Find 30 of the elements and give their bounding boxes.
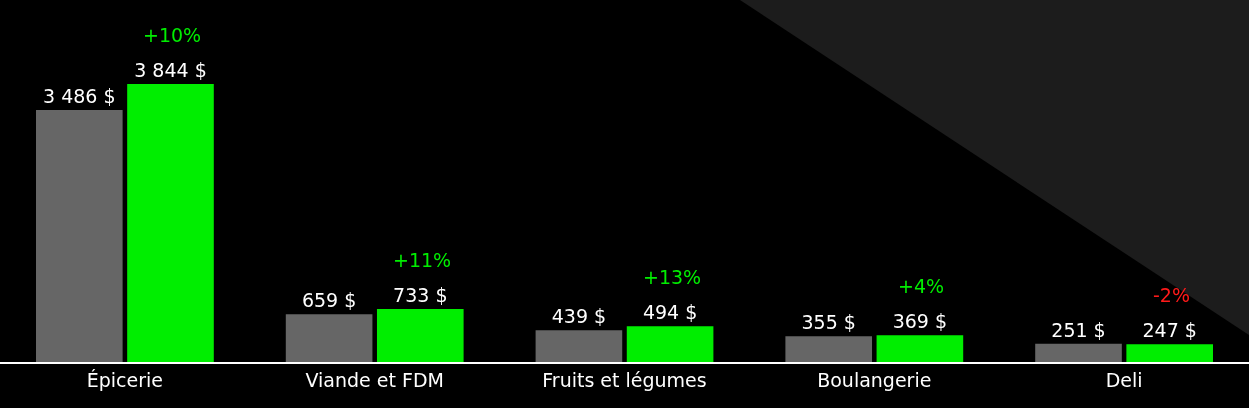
- data-label: 247 $: [1142, 319, 1197, 342]
- bar: [127, 84, 214, 362]
- bar: [876, 335, 964, 362]
- bar: [1035, 343, 1122, 362]
- annotation: +10%: [143, 24, 202, 46]
- data-label: 439 $: [551, 305, 607, 328]
- data-label: 3 844 $: [134, 59, 207, 81]
- data-label: 355 $: [801, 311, 856, 334]
- bar: [535, 330, 623, 362]
- annotation: +4%: [898, 275, 945, 297]
- x-tick-label: Viande et FDM: [305, 368, 444, 391]
- bar: [1126, 344, 1213, 362]
- annotation: +11%: [393, 249, 452, 271]
- bar: [36, 109, 123, 362]
- data-label: 3 486 $: [43, 84, 116, 107]
- x-tick-label: Boulangerie: [817, 368, 932, 391]
- x-tick-label: Épicerie: [86, 368, 164, 391]
- x-tick-label: Fruits et légumes: [542, 368, 707, 391]
- data-label: 733 $: [393, 283, 448, 306]
- bar: [626, 326, 714, 362]
- bar: [376, 308, 464, 362]
- data-label: 251 $: [1051, 318, 1106, 341]
- x-tick-label: Deli: [1105, 368, 1143, 391]
- annotation: +13%: [643, 266, 702, 288]
- bar: [785, 336, 873, 362]
- data-label: 494 $: [642, 301, 698, 324]
- data-label: 369 $: [892, 310, 948, 333]
- annotation: -2%: [1153, 284, 1190, 306]
- bar: [285, 314, 373, 362]
- data-label: 659 $: [301, 289, 357, 312]
